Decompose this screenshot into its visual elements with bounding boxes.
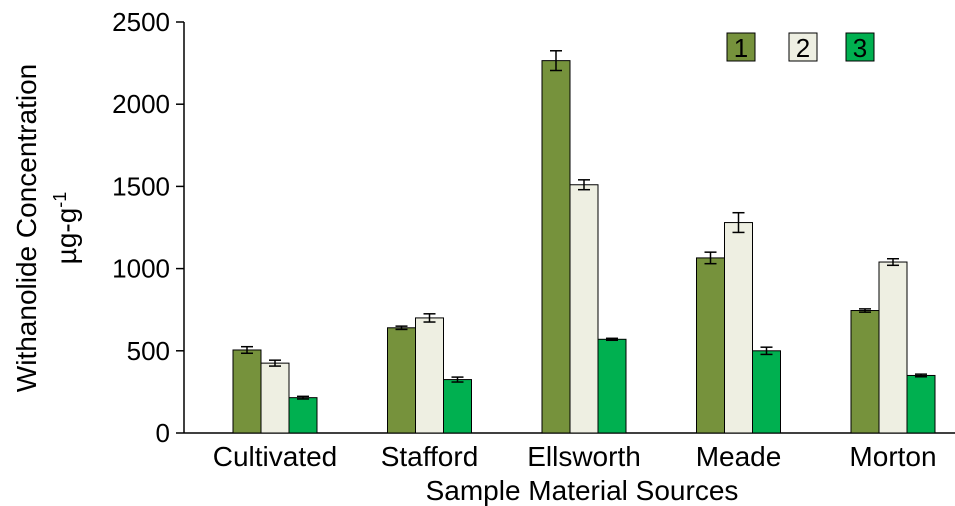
y-ticks: 0 500 1000 1500 2000 2500 bbox=[112, 7, 184, 448]
bar bbox=[850, 310, 880, 434]
y-axis-label: Withanolide Concentration bbox=[11, 64, 42, 392]
bar bbox=[878, 261, 908, 434]
bars bbox=[232, 50, 936, 434]
bar bbox=[541, 60, 571, 434]
y-tick-label: 0 bbox=[156, 418, 170, 448]
y-tick-label: 1500 bbox=[112, 171, 170, 201]
bar bbox=[288, 397, 318, 434]
y-axis-unit: µg-g-1 bbox=[50, 192, 82, 265]
legend-swatch bbox=[726, 32, 756, 62]
x-category-label: Ellsworth bbox=[527, 441, 641, 472]
x-axis-label: Sample Material Sources bbox=[426, 475, 739, 506]
bar bbox=[752, 350, 781, 434]
x-category-label: Cultivated bbox=[213, 441, 338, 472]
bar bbox=[597, 338, 627, 434]
bar bbox=[387, 327, 416, 434]
y-tick-label: 500 bbox=[127, 336, 170, 366]
y-tick-label: 2000 bbox=[112, 89, 170, 119]
bar bbox=[569, 184, 599, 434]
x-category-label: Stafford bbox=[381, 441, 479, 472]
bar bbox=[443, 379, 472, 434]
bar bbox=[906, 374, 936, 434]
y-tick-label: 1000 bbox=[112, 254, 170, 284]
legend-label: 1 bbox=[734, 33, 748, 63]
legend-label: 2 bbox=[796, 33, 810, 63]
legend-label: 3 bbox=[853, 33, 867, 63]
bar bbox=[696, 257, 725, 434]
bar bbox=[724, 222, 753, 434]
y-tick-label: 2500 bbox=[112, 7, 170, 37]
legend-swatch bbox=[788, 32, 818, 62]
bar bbox=[232, 349, 262, 434]
legend-swatch bbox=[845, 32, 875, 62]
y-axis-unit-base: µg-g bbox=[51, 208, 82, 265]
bar bbox=[260, 362, 290, 434]
x-category-label: Meade bbox=[696, 441, 782, 472]
x-category-label: Morton bbox=[849, 441, 936, 472]
y-axis-unit-sup: -1 bbox=[50, 192, 70, 208]
bar bbox=[415, 317, 444, 434]
x-categories: Cultivated Stafford Ellsworth Meade Morton bbox=[213, 441, 937, 472]
legend: 1 2 3 bbox=[726, 32, 875, 63]
